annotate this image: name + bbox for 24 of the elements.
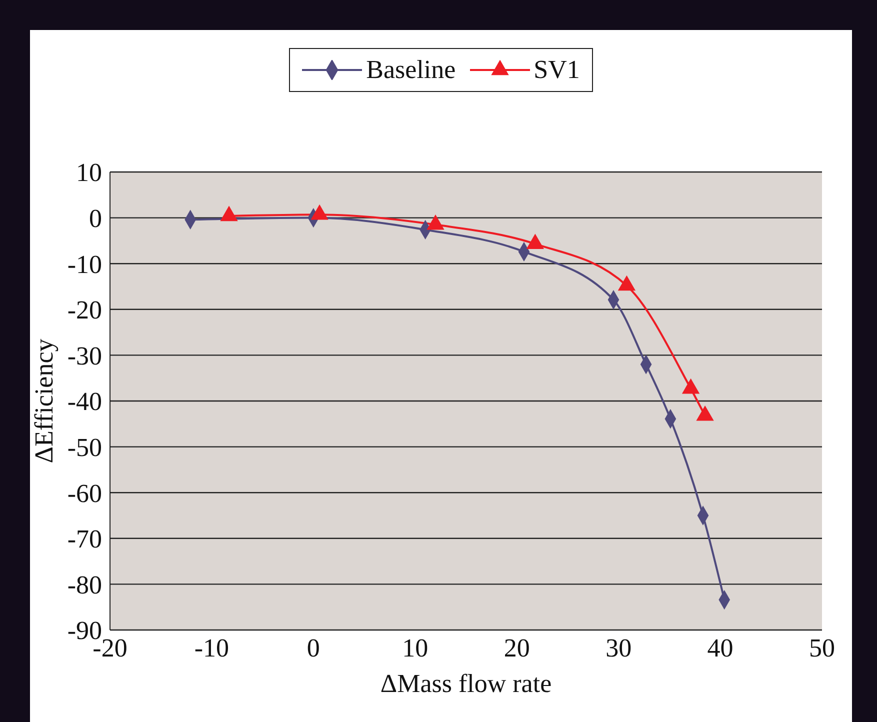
y-tick-label: -80: [67, 570, 102, 600]
y-tick-label: -40: [67, 387, 102, 416]
y-tick-label: -60: [67, 478, 102, 508]
y-tick-label: -20: [67, 296, 102, 325]
x-tick-label: 40: [707, 633, 734, 662]
point: [526, 234, 544, 250]
x-tick-label: 0: [306, 633, 320, 662]
y-axis-title: ΔEfficiency: [30, 338, 58, 464]
point: [220, 206, 238, 222]
y-tick-label: -70: [67, 524, 102, 554]
y-tick-label: 10: [76, 158, 102, 188]
x-tick-label: 30: [606, 633, 632, 662]
y-tick-label: 0: [89, 204, 102, 234]
x-tick-label: 20: [504, 633, 530, 662]
x-tick-label: -10: [194, 633, 230, 662]
legend-label: SV1: [532, 55, 580, 85]
legend-label: Baseline: [365, 55, 456, 85]
x-tick-label: 50: [809, 633, 835, 662]
point: [311, 204, 328, 220]
y-tick-label: -30: [67, 341, 102, 370]
y-tick-label: -50: [67, 433, 102, 462]
x-axis-title: ΔMass flow rate: [380, 669, 552, 698]
x-tick-label: 10: [402, 633, 428, 662]
y-tick-label: -10: [67, 250, 102, 279]
